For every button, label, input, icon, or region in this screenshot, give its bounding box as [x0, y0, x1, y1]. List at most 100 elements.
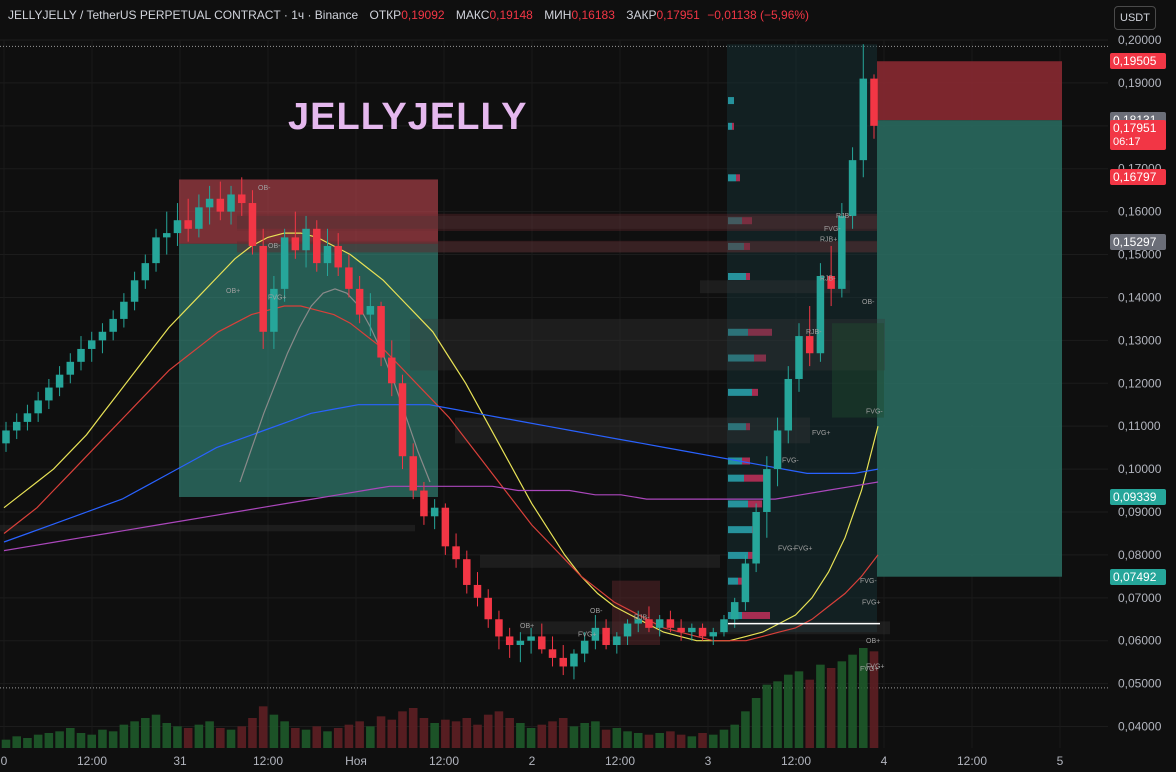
volume-bar [44, 733, 54, 748]
volume-profile-sell-bar [748, 551, 754, 559]
y-tick-label: 0,13000 [1118, 333, 1162, 347]
currency-unit-button[interactable]: USDT [1114, 6, 1156, 30]
volume-bar [301, 729, 311, 748]
candle-body [248, 203, 257, 246]
market-structure-zone [0, 524, 415, 532]
y-tick-label: 0,12000 [1118, 376, 1162, 390]
candle-body [334, 245, 342, 268]
low-label: МИН [544, 8, 572, 22]
candle-body [859, 78, 868, 161]
volume-bar [869, 651, 879, 748]
low-value: 0,16183 [571, 8, 615, 22]
zone-label: FVG- [866, 408, 883, 415]
zone-label: OB- [268, 243, 281, 250]
zone-label: OB+ [866, 638, 880, 645]
price-tag-value: 0,19505 [1113, 54, 1157, 69]
symbol-header: JELLYJELLY / TetherUS PERPETUAL CONTRACT… [8, 8, 813, 22]
candle-body [548, 649, 557, 658]
volume-bar [516, 723, 525, 748]
volume-profile-buy-bar [728, 354, 754, 362]
volume-bar [494, 711, 504, 748]
volume-bar [119, 724, 129, 748]
volume-bar [644, 734, 654, 748]
volume-bar [366, 726, 375, 748]
candle-body [623, 623, 632, 637]
candle-body [580, 640, 589, 654]
price-tag-value: 0,09339 [1113, 490, 1157, 505]
candle-body [463, 559, 471, 585]
moving-average-line [3, 481, 879, 552]
volume-bar [323, 731, 332, 748]
volume-bar [398, 711, 407, 748]
candle-body [730, 602, 739, 620]
volume-bar [741, 711, 750, 748]
zone-label: RJB- [806, 329, 822, 336]
candle-body [355, 288, 364, 315]
candle-body [152, 237, 160, 264]
moving-average-line [239, 288, 431, 483]
zone-label: FVG- [778, 546, 795, 553]
candle-body [634, 619, 642, 624]
volume-profile-sell-bar [754, 354, 766, 362]
volume-profile-buy-bar [728, 551, 748, 559]
candle-body [795, 336, 803, 379]
symbol-title[interactable]: JELLYJELLY / TetherUS PERPETUAL CONTRACT… [8, 8, 359, 22]
volume-bar [76, 733, 86, 748]
y-tick-label: 0,05000 [1118, 677, 1162, 691]
volume-bar [408, 708, 418, 748]
candle-body [345, 267, 353, 289]
zone-label: FVG+ [862, 599, 880, 606]
zone-label: FVG+ [268, 295, 286, 302]
candle-body [816, 276, 825, 354]
volume-bar [33, 734, 43, 748]
change-value: −0,01138 (−5,96%) [707, 8, 810, 22]
candle-body [838, 215, 846, 289]
y-tick-label: 0,11000 [1118, 419, 1161, 433]
zone-label: FVG- [782, 458, 799, 465]
candle-body [773, 430, 782, 470]
x-tick-label: 31 [173, 754, 187, 768]
earlier-target-zone [179, 243, 438, 497]
market-structure-zone [520, 621, 890, 635]
price-tag: 0,17951 06:17 [1110, 119, 1166, 150]
volume-bar [355, 721, 364, 748]
volume-bar [291, 728, 300, 748]
high-value: 0,19148 [489, 8, 533, 22]
zone-label: OB- [590, 608, 603, 615]
volume-profile-buy-bar [728, 174, 736, 182]
volume-bar [548, 721, 557, 748]
volume-bar [773, 681, 782, 748]
candle-body [2, 430, 10, 444]
x-tick-label: 2 [529, 754, 536, 768]
x-tick-label: 0 [1, 754, 8, 768]
moving-average-line [3, 232, 879, 642]
volume-bar [280, 721, 289, 748]
volume-bar [419, 718, 429, 748]
price-tag-value: 0,16797 [1113, 170, 1157, 185]
volume-bar [205, 721, 214, 748]
supply-zone [237, 213, 877, 231]
candle-body [484, 597, 492, 620]
moving-average-line [3, 404, 879, 543]
candle-body [388, 357, 396, 384]
price-tag-value: 0,17951 [1113, 120, 1157, 135]
candle-body [377, 306, 385, 358]
y-tick-label: 0,16000 [1118, 205, 1162, 219]
volume-profile-sell-bar [746, 273, 750, 280]
close-label: ЗАКР [626, 8, 657, 22]
volume-profile-sell-bar [738, 577, 742, 585]
volume-bar [601, 729, 611, 748]
candle-body [87, 340, 96, 349]
zone-label: RJB- [634, 614, 650, 621]
volume-bar [537, 724, 547, 748]
candle-body [741, 563, 750, 603]
candle-body [559, 657, 567, 667]
candle-body [441, 507, 450, 547]
volume-bar [826, 668, 836, 748]
candle-body [848, 160, 857, 216]
volume-bar [333, 728, 343, 748]
demand-zone [832, 323, 884, 418]
candle-body [55, 374, 64, 388]
market-structure-zone [455, 417, 810, 444]
